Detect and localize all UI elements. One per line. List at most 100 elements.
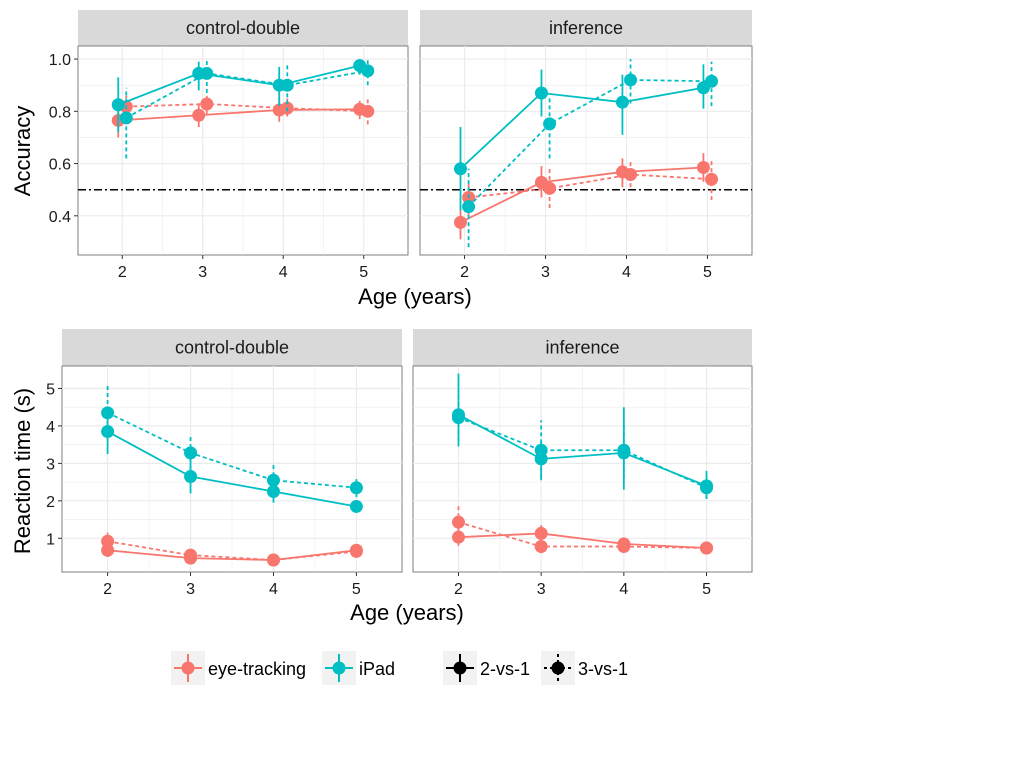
data-point-ipad-2-vs-1 [111,98,125,112]
legend-eye-tracking-point [181,661,195,675]
data-point-ipad-3-vs-1 [200,66,214,80]
reaction-time-y-axis-title: Reaction time (s) [10,388,35,554]
accuracy-x-axis-title: Age (years) [358,284,472,309]
y-tick-label: 4 [46,419,55,436]
x-tick-label: 3 [186,581,195,598]
data-point-eye-tracking-3-vs-1 [705,172,719,186]
data-point-ipad-3-vs-1 [451,411,465,425]
series-line-ipad-2-vs-1 [107,430,357,508]
x-tick-label: 5 [359,264,368,281]
data-point-ipad-2-vs-1 [453,162,467,176]
x-tick-label: 4 [622,264,631,281]
panel-0-1: inference 2 3 4 5 [419,10,753,281]
data-point-ipad-3-vs-1 [543,117,557,131]
data-point-eye-tracking-3-vs-1 [184,548,198,562]
x-tick-label: 3 [198,264,207,281]
data-point-ipad-3-vs-1 [624,73,638,87]
data-point-eye-tracking-3-vs-1 [617,540,631,554]
y-tick-label: 5 [46,381,55,398]
data-point-eye-tracking-2-vs-1 [534,526,548,540]
x-tick-label: 5 [352,581,361,598]
data-point-eye-tracking-3-vs-1 [700,541,714,555]
data-point-eye-tracking-2-vs-1 [696,160,710,174]
data-point-eye-tracking-3-vs-1 [624,168,638,182]
legend-label-ipad: iPad [359,659,395,679]
data-point-eye-tracking-3-vs-1 [200,97,214,111]
facet-title: inference [545,338,619,358]
y-tick-label: 1 [46,531,55,548]
legend-label-2-vs-1: 2-vs-1 [480,659,530,679]
data-point-eye-tracking-3-vs-1 [266,553,280,567]
data-point-ipad-2-vs-1 [266,484,280,498]
legend: eye-tracking iPad 2-vs-1 3-vs-1 [171,651,628,685]
data-point-ipad-3-vs-1 [119,111,133,125]
facet-strip [62,329,402,366]
facet-title: inference [549,18,623,38]
data-point-eye-tracking-2-vs-1 [101,543,115,557]
y-tick-label: 0.8 [49,104,71,121]
x-tick-label: 5 [703,264,712,281]
panel-1-0: control-double 1 2 3 4 5 2 3 4 5 [46,329,403,598]
series-line-eye-tracking-3-vs-1 [468,173,712,199]
x-tick-label: 3 [541,264,550,281]
y-tick-label: 0.6 [49,157,71,174]
data-point-eye-tracking-3-vs-1 [543,181,557,195]
series-line-eye-tracking-3-vs-1 [107,540,357,561]
data-point-ipad-3-vs-1 [184,446,198,460]
series-line-eye-tracking-2-vs-1 [118,108,360,122]
x-tick-label: 5 [702,581,711,598]
y-tick-label: 1.0 [49,52,71,69]
legend-2-vs-1-point [453,661,467,675]
data-point-ipad-3-vs-1 [534,443,548,457]
legend-ipad-point [332,661,346,675]
series-line-eye-tracking-3-vs-1 [126,103,368,113]
data-point-eye-tracking-3-vs-1 [101,534,115,548]
data-point-ipad-3-vs-1 [617,443,631,457]
data-point-ipad-3-vs-1 [700,481,714,495]
series-line-eye-tracking-2-vs-1 [460,166,704,224]
x-tick-label: 2 [103,581,112,598]
x-tick-label: 2 [118,264,127,281]
series-line-ipad-3-vs-1 [458,416,707,489]
panel-0-0: control-double 0.4 0.6 0.8 1.0 2 3 4 5 [49,10,409,281]
y-tick-label: 3 [46,456,55,473]
data-point-eye-tracking-3-vs-1 [349,544,363,558]
accuracy-y-axis-title: Accuracy [10,106,35,196]
y-tick-label: 0.4 [49,209,71,226]
panel-1-1: inference 2 3 4 5 [412,329,753,598]
data-point-eye-tracking-2-vs-1 [192,108,206,122]
data-point-eye-tracking-3-vs-1 [451,515,465,529]
series-line-ipad-3-vs-1 [467,79,712,208]
data-point-ipad-3-vs-1 [101,406,115,420]
data-point-ipad-3-vs-1 [462,200,476,214]
series-line-ipad-3-vs-1 [107,412,357,489]
facet-strip [78,10,408,46]
series-line-eye-tracking-2-vs-1 [107,549,357,561]
data-point-eye-tracking-2-vs-1 [453,215,467,229]
facet-title: control-double [175,338,289,358]
series-line-ipad-2-vs-1 [117,64,360,106]
data-point-ipad-3-vs-1 [280,78,294,92]
legend-label-3-vs-1: 3-vs-1 [578,659,628,679]
series-line-ipad-2-vs-1 [459,86,704,170]
x-tick-label: 2 [454,581,463,598]
data-point-ipad-3-vs-1 [361,64,375,78]
data-point-ipad-3-vs-1 [349,481,363,495]
data-point-eye-tracking-3-vs-1 [361,104,375,118]
series-line-eye-tracking-3-vs-1 [458,521,707,549]
x-tick-label: 4 [279,264,288,281]
facet-strip [413,329,752,366]
x-tick-label: 4 [619,581,628,598]
x-tick-label: 4 [269,581,278,598]
data-point-ipad-2-vs-1 [349,499,363,513]
y-tick-label: 2 [46,494,55,511]
data-point-ipad-2-vs-1 [534,86,548,100]
data-point-ipad-2-vs-1 [615,95,629,109]
series-line-ipad-3-vs-1 [125,69,368,119]
legend-3-vs-1-point [551,661,565,675]
x-tick-label: 2 [460,264,469,281]
legend-label-eye-tracking: eye-tracking [208,659,306,679]
facet-strip [420,10,752,46]
data-point-ipad-3-vs-1 [705,74,719,88]
